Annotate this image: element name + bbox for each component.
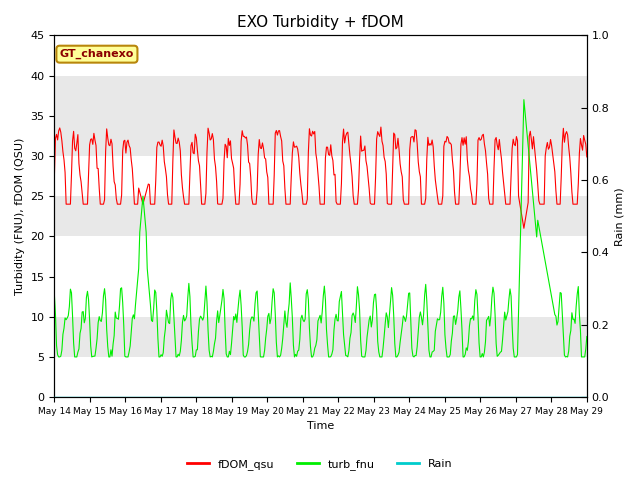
- Y-axis label: Turbidity (FNU), fDOM (QSU): Turbidity (FNU), fDOM (QSU): [15, 138, 25, 295]
- Legend: fDOM_qsu, turb_fnu, Rain: fDOM_qsu, turb_fnu, Rain: [182, 455, 458, 474]
- Y-axis label: Rain (mm): Rain (mm): [615, 187, 625, 246]
- Bar: [54, 317, 587, 357]
- Bar: [54, 196, 587, 236]
- Title: EXO Turbidity + fDOM: EXO Turbidity + fDOM: [237, 15, 404, 30]
- X-axis label: Time: Time: [307, 421, 334, 432]
- Bar: [54, 75, 587, 156]
- Text: GT_chanexo: GT_chanexo: [60, 49, 134, 60]
